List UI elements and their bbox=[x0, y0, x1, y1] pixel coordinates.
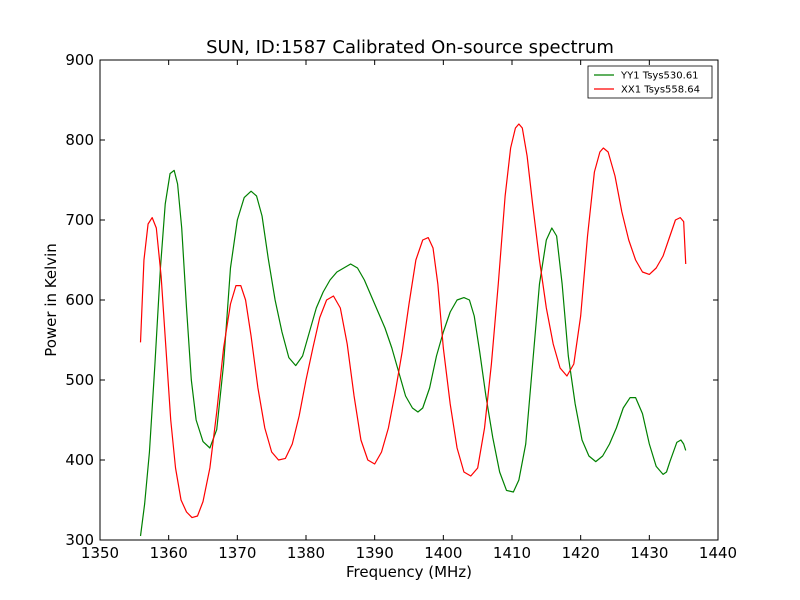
legend-label-1: YY1 Tsys530.61 bbox=[620, 71, 699, 82]
x-tick-label: 1370 bbox=[218, 544, 256, 562]
x-tick-label: 1390 bbox=[356, 544, 394, 562]
x-tick-label: 1380 bbox=[287, 544, 325, 562]
x-tick-label: 1360 bbox=[150, 544, 188, 562]
x-tick-label: 1430 bbox=[630, 544, 668, 562]
y-tick-label: 300 bbox=[65, 531, 94, 549]
x-tick-label: 1400 bbox=[424, 544, 462, 562]
y-axis-ticks: 300 400 500 600 700 800 900 bbox=[65, 51, 718, 549]
legend-label-2: XX1 Tsys558.64 bbox=[621, 85, 700, 96]
legend-box bbox=[587, 65, 713, 99]
x-axis-label: Frequency (MHz) bbox=[346, 563, 472, 581]
x-tick-label: 1350 bbox=[81, 544, 119, 562]
y-tick-label: 400 bbox=[65, 451, 94, 469]
y-tick-label: 800 bbox=[65, 131, 94, 149]
x-tick-label: 1410 bbox=[493, 544, 531, 562]
x-tick-label: 1440 bbox=[699, 544, 737, 562]
y-tick-label: 500 bbox=[65, 371, 94, 389]
plot-lines bbox=[139, 123, 687, 537]
x-axis-ticks: 1350 1360 1370 1380 1390 1400 1410 1420 1430 1440 bbox=[81, 60, 737, 562]
x-tick-label: 1420 bbox=[562, 544, 600, 562]
series-line-1 bbox=[139, 169, 687, 537]
legend: YY1 Tsys530.61 XX1 Tsys558.64 bbox=[587, 65, 713, 99]
y-tick-label: 700 bbox=[65, 211, 94, 229]
chart-title: SUN, ID:1587 Calibrated On-source spectr… bbox=[206, 37, 614, 58]
y-tick-label: 900 bbox=[65, 51, 94, 69]
series-line-2 bbox=[139, 123, 687, 519]
y-tick-label: 600 bbox=[65, 291, 94, 309]
y-axis-label: Power in Kelvin bbox=[42, 243, 60, 357]
